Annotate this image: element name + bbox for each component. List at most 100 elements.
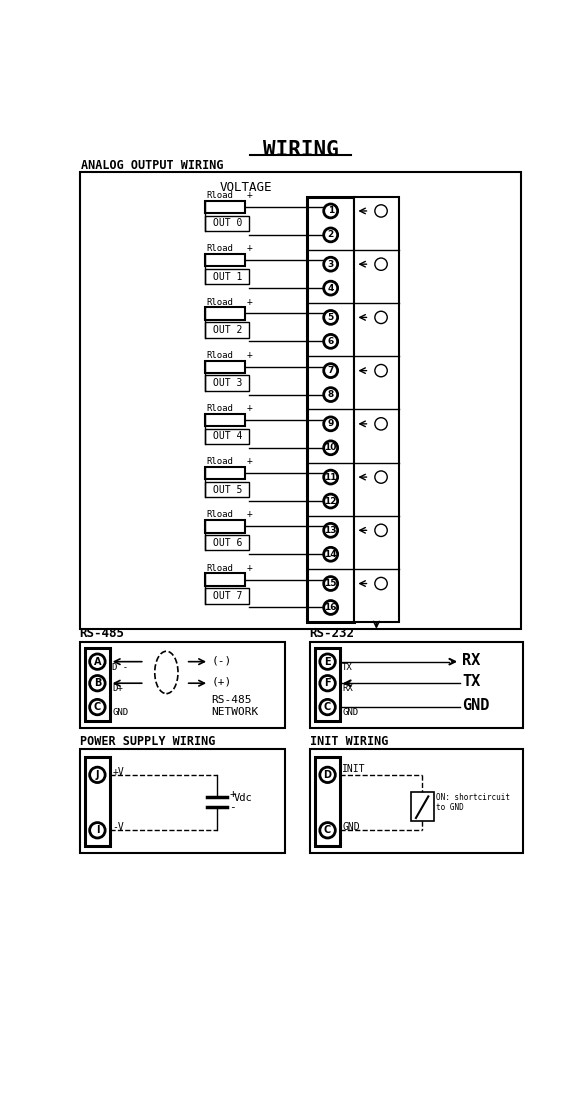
Text: RX: RX bbox=[342, 684, 353, 693]
Text: Rload: Rload bbox=[206, 510, 233, 519]
Circle shape bbox=[375, 205, 387, 217]
Text: D+: D+ bbox=[112, 684, 123, 693]
Circle shape bbox=[320, 654, 335, 669]
Text: 6: 6 bbox=[328, 337, 334, 346]
Text: 8: 8 bbox=[328, 390, 334, 399]
Text: 2: 2 bbox=[328, 230, 334, 239]
Text: Rload: Rload bbox=[206, 564, 233, 573]
Text: INIT: INIT bbox=[342, 764, 366, 774]
Circle shape bbox=[323, 257, 338, 271]
Text: C: C bbox=[324, 702, 331, 712]
Text: F: F bbox=[324, 678, 331, 688]
Circle shape bbox=[90, 823, 105, 838]
Text: -V: -V bbox=[112, 822, 124, 832]
Text: OUT 4: OUT 4 bbox=[212, 431, 242, 441]
Text: +: + bbox=[246, 456, 252, 466]
Circle shape bbox=[323, 547, 338, 562]
Text: D: D bbox=[323, 770, 332, 780]
Bar bbox=[205, 467, 245, 479]
Text: +: + bbox=[246, 403, 252, 413]
Circle shape bbox=[323, 577, 338, 590]
Text: OUT 6: OUT 6 bbox=[212, 538, 242, 548]
Text: C: C bbox=[324, 825, 331, 835]
Circle shape bbox=[375, 258, 387, 270]
Text: +: + bbox=[246, 563, 252, 573]
Bar bbox=[205, 201, 245, 214]
Text: I: I bbox=[96, 825, 99, 835]
Text: 1: 1 bbox=[328, 207, 334, 216]
Text: 7: 7 bbox=[328, 366, 334, 375]
Text: OUT 0: OUT 0 bbox=[212, 218, 242, 228]
Bar bbox=[205, 322, 249, 338]
Text: +: + bbox=[246, 297, 252, 307]
Text: (+): (+) bbox=[211, 677, 232, 687]
Bar bbox=[205, 269, 249, 285]
Circle shape bbox=[323, 203, 338, 218]
Text: Rload: Rload bbox=[206, 191, 233, 200]
Text: 3: 3 bbox=[328, 260, 334, 269]
Bar bbox=[310, 749, 523, 853]
Circle shape bbox=[375, 524, 387, 536]
Text: POWER SUPPLY WIRING: POWER SUPPLY WIRING bbox=[80, 735, 215, 748]
Circle shape bbox=[90, 699, 105, 715]
Text: +: + bbox=[229, 790, 236, 800]
Bar bbox=[205, 588, 249, 604]
Bar bbox=[205, 428, 249, 444]
Bar bbox=[205, 307, 245, 319]
Circle shape bbox=[323, 364, 338, 378]
Text: GND: GND bbox=[463, 698, 490, 713]
Text: Vdc: Vdc bbox=[234, 793, 252, 803]
Circle shape bbox=[323, 494, 338, 508]
Circle shape bbox=[323, 335, 338, 348]
Text: ANALOG OUTPUT WIRING: ANALOG OUTPUT WIRING bbox=[81, 159, 224, 172]
Bar bbox=[80, 172, 521, 628]
Circle shape bbox=[90, 767, 105, 783]
Text: Rload: Rload bbox=[206, 245, 233, 254]
Text: OUT 5: OUT 5 bbox=[212, 485, 242, 495]
Ellipse shape bbox=[155, 652, 178, 694]
Text: +: + bbox=[246, 244, 252, 254]
Text: RX: RX bbox=[463, 653, 481, 667]
Bar bbox=[205, 376, 249, 390]
Bar bbox=[354, 197, 399, 623]
Text: RS-485: RS-485 bbox=[211, 695, 252, 705]
Circle shape bbox=[320, 699, 335, 715]
Text: 5: 5 bbox=[328, 312, 334, 321]
Circle shape bbox=[323, 600, 338, 615]
Text: TX: TX bbox=[342, 663, 353, 672]
Text: INIT WIRING: INIT WIRING bbox=[310, 735, 388, 748]
Bar bbox=[205, 254, 245, 267]
Circle shape bbox=[320, 767, 335, 783]
Circle shape bbox=[323, 470, 338, 484]
Bar bbox=[205, 414, 245, 426]
Circle shape bbox=[323, 228, 338, 241]
Text: TX: TX bbox=[463, 674, 481, 689]
Bar bbox=[205, 216, 249, 231]
Text: (-): (-) bbox=[211, 655, 232, 665]
Circle shape bbox=[375, 365, 387, 377]
Bar bbox=[85, 757, 110, 846]
Bar bbox=[315, 648, 340, 721]
Text: 16: 16 bbox=[325, 603, 337, 612]
Text: WIRING: WIRING bbox=[262, 140, 338, 160]
Text: 14: 14 bbox=[325, 549, 337, 558]
Circle shape bbox=[90, 675, 105, 691]
Text: GND: GND bbox=[342, 708, 359, 717]
Text: J: J bbox=[96, 770, 99, 780]
Bar bbox=[80, 749, 285, 853]
Text: 10: 10 bbox=[325, 444, 337, 453]
Text: C: C bbox=[94, 702, 101, 712]
Circle shape bbox=[375, 470, 387, 484]
Text: A: A bbox=[94, 657, 101, 667]
Bar bbox=[80, 642, 285, 728]
Bar bbox=[205, 481, 249, 497]
Text: GND: GND bbox=[342, 822, 360, 832]
Text: Rload: Rload bbox=[206, 404, 233, 413]
Text: VOLTAGE: VOLTAGE bbox=[219, 181, 272, 193]
Text: ON: shortcircuit: ON: shortcircuit bbox=[436, 794, 510, 803]
Circle shape bbox=[320, 675, 335, 691]
Text: OUT 7: OUT 7 bbox=[212, 590, 242, 600]
Circle shape bbox=[323, 417, 338, 430]
Text: 13: 13 bbox=[325, 526, 337, 535]
Bar bbox=[308, 197, 354, 623]
